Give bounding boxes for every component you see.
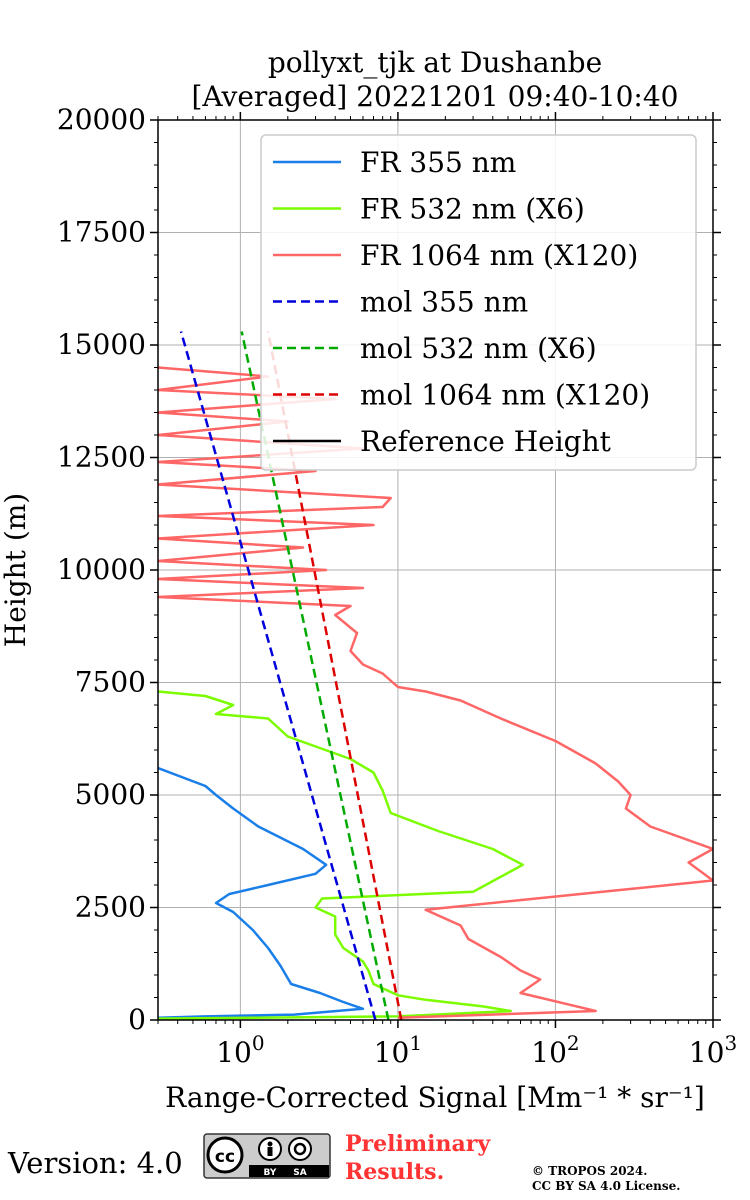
by-person-head [267,1141,273,1147]
axis-ticks: 0 2500 5000 7500 10000 12500 15000 17500 20000 10… [57,103,737,1069]
chart-title-line1: pollyxt_tjk at Dushanbe [268,46,602,79]
x-tick-label: 103 [689,1031,737,1069]
y-tick-label: 0 [128,1003,146,1036]
series-line [179,331,377,1020]
x-axis-label-unit: [Mm⁻¹ * sr⁻¹] [516,1081,705,1114]
copyright-notice: © TROPOS 2024. CC BY SA 4.0 License. [532,1164,680,1194]
y-tick-label: 15000 [57,328,146,361]
legend-entry: FR 532 nm (X6) [360,193,585,226]
series-line [158,690,525,1020]
version-label: Version: 4.0 [8,1146,183,1180]
x-tick-label: 100 [216,1031,264,1069]
y-axis-label: Height (m) [0,493,32,647]
chart-title-line2: [Averaged] 20221201 09:40-10:40 [192,80,679,113]
cc-icon-text: cc [215,1147,235,1167]
x-tick-label: 101 [374,1031,422,1069]
legend-entry: mol 355 nm [360,286,528,319]
series-line [158,366,713,1020]
sa-share-icon [288,1137,312,1161]
plot-frame [157,119,714,1021]
y-tick-label: 2500 [75,891,146,924]
legend-entry: Reference Height [360,425,612,458]
y-tick-label: 10000 [57,553,146,586]
sa-share-arrow [293,1142,307,1156]
y-tick-label: 7500 [75,666,146,699]
legend-entry: FR 1064 nm (X120) [360,239,638,272]
preliminary-line-2: Results. [345,1159,445,1185]
lidar-profile-chart: pollyxt_tjk at Dushanbe [Averaged] 20221… [0,46,737,1114]
cc-icon [206,1136,244,1174]
legend-entry: mol 1064 nm (X120) [360,379,650,412]
legend-box [260,134,697,471]
series-line [266,331,403,1020]
cc-by-sa-license-badge: cc BY SA [203,1133,331,1179]
copyright-line-1: © TROPOS 2024. [532,1164,648,1178]
preliminary-line-1: Preliminary [345,1131,491,1157]
y-tick-label: 5000 [75,778,146,811]
copyright-line-2: CC BY SA 4.0 License. [532,1179,681,1193]
x-axis-label: Range-Corrected Signal [Mm⁻¹ * sr⁻¹] [165,1081,705,1114]
sa-text: SA [293,1168,306,1178]
x-axis-label-text: Range-Corrected Signal [165,1081,507,1114]
by-person-body [267,1147,273,1156]
y-tick-label: 12500 [57,441,146,474]
legend: FR 355 nm FR 532 nm (X6) FR 1064 nm (X120)… [260,134,697,471]
series-line [240,331,390,1020]
legend-entry: mol 532 nm (X6) [360,332,597,365]
preliminary-results-notice: Preliminary Results. [345,1130,490,1186]
badge-strip [249,1165,329,1177]
legend-entry: FR 355 nm [360,146,516,179]
by-text: BY [264,1168,277,1178]
x-tick-label: 102 [531,1031,579,1069]
series-line [158,766,365,1020]
y-tick-label: 20000 [57,103,146,136]
series-group [158,331,713,1020]
y-tick-label: 17500 [57,216,146,249]
